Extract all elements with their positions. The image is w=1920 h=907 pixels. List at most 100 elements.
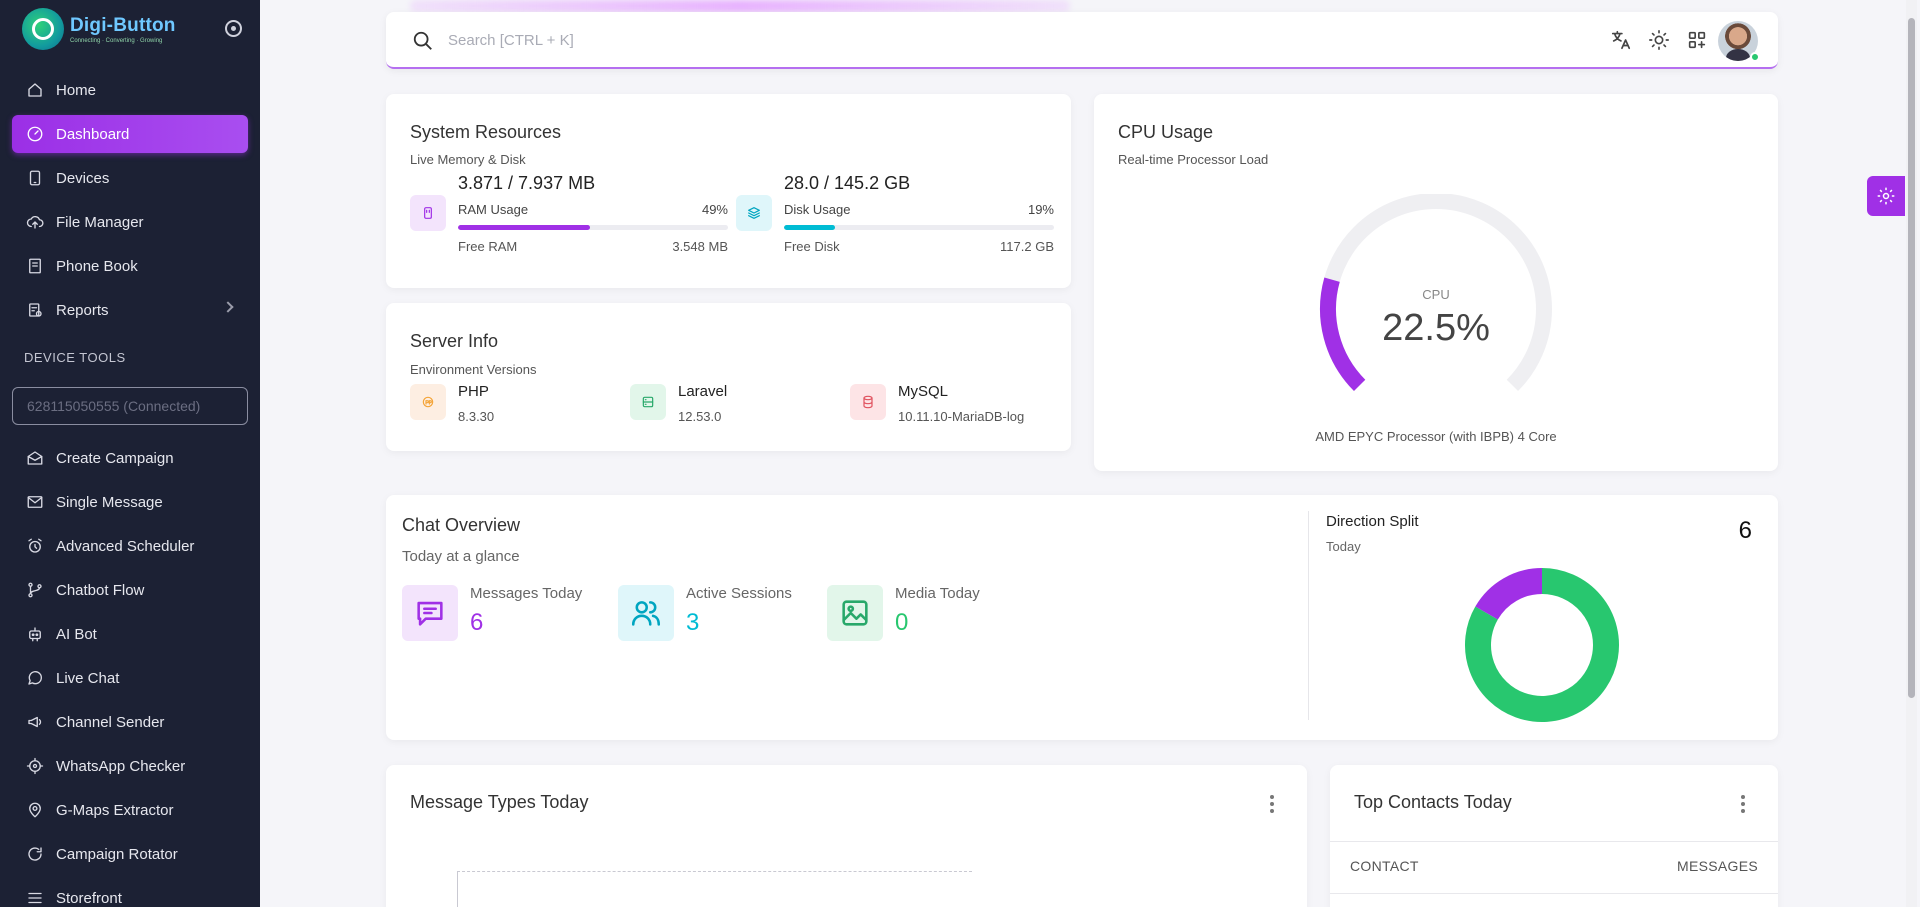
sidebar-item-label: Phone Book [56, 257, 138, 275]
brand-name: Digi-Button [70, 14, 176, 36]
server-item-name: PHP [458, 383, 489, 400]
scrollbar-thumb[interactable] [1908, 18, 1915, 698]
sidebar-item-label: Devices [56, 169, 110, 187]
ram-label: RAM Usage [458, 202, 529, 217]
search-icon[interactable] [412, 30, 434, 52]
sidebar-item-label: File Manager [56, 213, 144, 231]
page-scrollbar[interactable] [1906, 0, 1917, 907]
ram-progress-bar [458, 225, 728, 230]
search-input[interactable] [448, 26, 1148, 54]
sidebar-item-campaign-rotator[interactable]: Campaign Rotator [12, 835, 248, 873]
sidebar-item-label: Campaign Rotator [56, 845, 178, 863]
donut-slice-1[interactable] [1475, 568, 1543, 620]
book-icon [26, 257, 44, 275]
sidebar-item-label: Create Campaign [56, 449, 174, 467]
sidebar-item-advanced-scheduler[interactable]: Advanced Scheduler [12, 527, 248, 565]
sidebar-item-devices[interactable]: Devices [12, 159, 248, 197]
users-icon [618, 585, 674, 641]
sidebar-item-label: G-Maps Extractor [56, 801, 174, 819]
server-item-version: 12.53.0 [678, 409, 722, 424]
sidebar-item-single-message[interactable]: Single Message [12, 483, 248, 521]
apps-grid-icon[interactable] [1686, 29, 1708, 51]
stat-value: 3 [686, 609, 700, 636]
disk-free-value: 117.2 GB [1000, 239, 1054, 254]
sidebar-item-reports[interactable]: Reports [12, 291, 248, 329]
sidebar: Digi-Button Connecting · Converting · Gr… [0, 0, 260, 907]
gear-icon [1877, 187, 1895, 205]
ram-progress-fill [458, 225, 591, 230]
device-select[interactable]: 628115050555 (Connected) [12, 387, 248, 425]
device-icon [26, 169, 44, 187]
sidebar-item-label: Live Chat [56, 669, 120, 687]
more-options-icon[interactable] [1741, 795, 1745, 813]
brand[interactable]: Digi-Button Connecting · Converting · Gr… [0, 0, 260, 58]
direction-split-total: 6 [1738, 517, 1752, 544]
sidebar-item-chatbot-flow[interactable]: Chatbot Flow [12, 571, 248, 609]
sidebar-item-label: Storefront [56, 889, 122, 907]
sidebar-item-ai-bot[interactable]: AI Bot [12, 615, 248, 653]
sidebar-item-label: Single Message [56, 493, 163, 511]
disk-value: 28.0 / 145.2 GB [784, 173, 911, 193]
sidebar-item-whatsapp-checker[interactable]: WhatsApp Checker [12, 747, 248, 785]
card-title: CPU Usage [1118, 122, 1214, 142]
donut-slice-0[interactable] [1465, 568, 1619, 722]
sidebar-item-home[interactable]: Home [12, 71, 248, 109]
dashboard-icon [26, 125, 44, 143]
server-icon [630, 384, 666, 420]
card-subtitle: Real-time Processor Load [1118, 152, 1269, 167]
divider [1330, 841, 1778, 842]
chevron-right-icon [222, 301, 234, 313]
topbar-glow [410, 0, 1070, 12]
report-icon [26, 301, 44, 319]
sidebar-item-label: Reports [56, 301, 109, 319]
sidebar-item-create-campaign[interactable]: Create Campaign [12, 439, 248, 477]
ram-value: 3.871 / 7.937 MB [458, 173, 596, 193]
section-title-device-tools: DEVICE TOOLS [24, 350, 126, 365]
divider [1330, 893, 1778, 894]
column-header-contact[interactable]: CONTACT [1350, 858, 1419, 874]
stat-label: Media Today [895, 585, 980, 602]
robot-icon [26, 625, 44, 643]
map-pin-icon [26, 801, 44, 819]
processor-name: AMD EPYC Processor (with IBPB) 4 Core [1315, 429, 1557, 444]
sidebar-item-phone-book[interactable]: Phone Book [12, 247, 248, 285]
gauge-fill [1320, 277, 1366, 392]
cpu-gauge [1320, 194, 1552, 392]
sidebar-item-label: Dashboard [56, 125, 130, 143]
sidebar-item-label: Home [56, 81, 97, 99]
sidebar-item-label: Channel Sender [56, 713, 165, 731]
memory-icon [410, 195, 446, 231]
cpu-usage-card: CPU Usage Real-time Processor Load CPU 2… [1094, 94, 1778, 471]
card-subtitle: Today at a glance [402, 548, 520, 565]
sidebar-item-live-chat[interactable]: Live Chat [12, 659, 248, 697]
server-item-version: 10.11.10-MariaDB-log [898, 409, 1025, 424]
brand-tagline: Connecting · Converting · Growing [70, 37, 163, 44]
sidebar-item-label: Chatbot Flow [56, 581, 145, 599]
megaphone-icon [26, 713, 44, 731]
menu-icon [26, 889, 44, 907]
translate-icon[interactable] [1610, 29, 1632, 51]
home-icon [26, 81, 44, 99]
ram-free-value: 3.548 MB [672, 239, 728, 254]
sidebar-item-channel-sender[interactable]: Channel Sender [12, 703, 248, 741]
server-item-name: Laravel [678, 383, 728, 400]
disk-progress-fill [784, 225, 836, 230]
online-status-dot [1750, 52, 1760, 62]
sidebar-item-dashboard[interactable]: Dashboard [12, 115, 248, 153]
layers-icon [736, 195, 772, 231]
disk-label: Disk Usage [784, 202, 851, 217]
sidebar-item-gmaps-extractor[interactable]: G-Maps Extractor [12, 791, 248, 829]
stat-label: Messages Today [470, 585, 583, 602]
customizer-button[interactable] [1867, 176, 1905, 216]
sidebar-item-storefront[interactable]: Storefront [12, 879, 248, 907]
sidebar-toggle-icon[interactable] [225, 20, 242, 37]
disk-percent: 19% [1027, 202, 1054, 217]
sidebar-item-label: Advanced Scheduler [56, 537, 195, 555]
sun-icon[interactable] [1648, 29, 1670, 51]
chat-overview-card: Chat Overview Today at a glance Messages… [386, 495, 1778, 740]
message-types-card: Message Types Today [386, 765, 1307, 907]
database-icon [850, 384, 886, 420]
column-header-messages[interactable]: MESSAGES [1677, 858, 1758, 874]
more-options-icon[interactable] [1270, 795, 1274, 813]
sidebar-item-file-manager[interactable]: File Manager [12, 203, 248, 241]
